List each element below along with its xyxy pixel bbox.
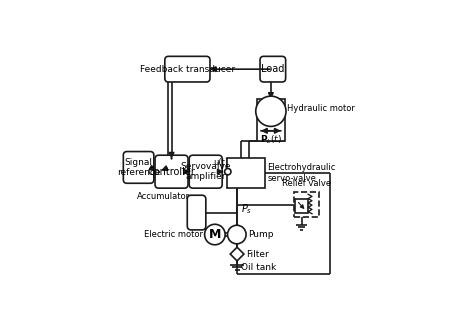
Text: Signal
reference: Signal reference bbox=[117, 158, 160, 177]
FancyBboxPatch shape bbox=[260, 56, 286, 82]
Text: Servovalve
amplifier: Servovalve amplifier bbox=[181, 162, 231, 181]
Text: Hydraulic motor: Hydraulic motor bbox=[287, 104, 355, 113]
Text: Pump: Pump bbox=[248, 230, 274, 239]
Text: Electrohydraulic
servo-valve: Electrohydraulic servo-valve bbox=[267, 163, 336, 183]
Polygon shape bbox=[230, 247, 244, 261]
Bar bbox=[294, 192, 319, 217]
Text: M: M bbox=[209, 228, 221, 241]
Text: $P_s$: $P_s$ bbox=[241, 202, 252, 216]
Text: Relief valve: Relief valve bbox=[282, 179, 331, 188]
Text: Load: Load bbox=[261, 64, 284, 74]
FancyBboxPatch shape bbox=[123, 152, 154, 183]
Circle shape bbox=[205, 224, 225, 245]
Text: Filter: Filter bbox=[246, 249, 269, 259]
Text: Feedback transducer: Feedback transducer bbox=[140, 65, 235, 74]
Bar bbox=[295, 199, 308, 213]
Text: Oil tank: Oil tank bbox=[241, 263, 276, 272]
Bar bbox=[257, 99, 285, 140]
Text: Accumulator: Accumulator bbox=[137, 192, 190, 201]
FancyBboxPatch shape bbox=[189, 155, 222, 188]
Text: u(t): u(t) bbox=[213, 158, 228, 167]
Text: Controller: Controller bbox=[147, 167, 195, 177]
Text: $\mathbf{P}_L(t)$: $\mathbf{P}_L(t)$ bbox=[260, 134, 282, 146]
Bar bbox=[227, 158, 265, 188]
Circle shape bbox=[225, 169, 231, 175]
Circle shape bbox=[228, 225, 246, 244]
FancyBboxPatch shape bbox=[155, 155, 188, 188]
FancyBboxPatch shape bbox=[187, 195, 206, 230]
Text: Electric motor: Electric motor bbox=[145, 230, 203, 239]
FancyBboxPatch shape bbox=[165, 56, 210, 82]
Circle shape bbox=[256, 96, 286, 126]
